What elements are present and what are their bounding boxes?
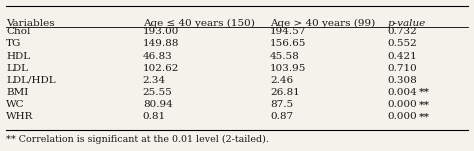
Text: **: ** [419,88,429,97]
Text: 26.81: 26.81 [270,88,300,97]
Text: WHR: WHR [6,112,34,121]
Text: TG: TG [6,39,21,48]
Text: 0.87: 0.87 [270,112,293,121]
Text: **: ** [419,112,429,121]
Text: ** Correlation is significant at the 0.01 level (2-tailed).: ** Correlation is significant at the 0.0… [6,135,269,144]
Text: 2.46: 2.46 [270,76,293,85]
Text: WC: WC [6,100,25,109]
Text: 25.55: 25.55 [143,88,173,97]
Text: 0.000: 0.000 [388,100,418,109]
Text: HDL: HDL [6,52,30,61]
Text: 194.57: 194.57 [270,27,306,36]
Text: Age > 40 years (99): Age > 40 years (99) [270,19,375,28]
Text: 80.94: 80.94 [143,100,173,109]
Text: 0.81: 0.81 [143,112,166,121]
Text: LDL: LDL [6,64,28,73]
Text: 0.732: 0.732 [388,27,418,36]
Text: 103.95: 103.95 [270,64,306,73]
Text: 45.58: 45.58 [270,52,300,61]
Text: 193.00: 193.00 [143,27,179,36]
Text: 0.710: 0.710 [388,64,418,73]
Text: 0.004: 0.004 [388,88,418,97]
Text: 0.308: 0.308 [388,76,418,85]
Text: 156.65: 156.65 [270,39,306,48]
Text: 149.88: 149.88 [143,39,179,48]
Text: Chol: Chol [6,27,30,36]
Text: 0.421: 0.421 [388,52,418,61]
Text: 0.000: 0.000 [388,112,418,121]
Text: LDL/HDL: LDL/HDL [6,76,56,85]
Text: 102.62: 102.62 [143,64,179,73]
Text: Variables: Variables [6,19,55,28]
Text: 46.83: 46.83 [143,52,173,61]
Text: 87.5: 87.5 [270,100,293,109]
Text: 0.552: 0.552 [388,39,418,48]
Text: Age ≤ 40 years (150): Age ≤ 40 years (150) [143,19,255,28]
Text: **: ** [419,100,429,109]
Text: p-value: p-value [388,19,426,28]
Text: BMI: BMI [6,88,28,97]
Text: 2.34: 2.34 [143,76,166,85]
